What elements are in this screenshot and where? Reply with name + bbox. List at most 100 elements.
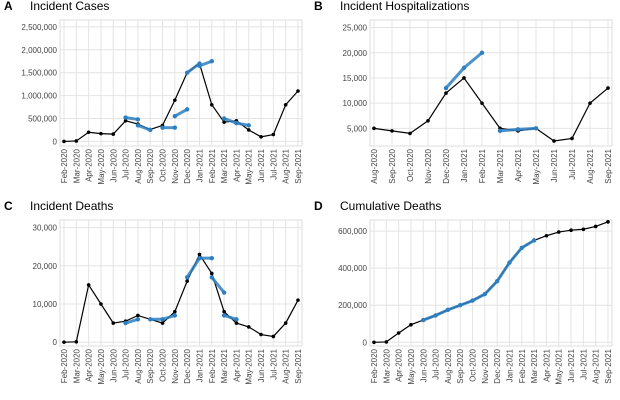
forecast-point [482,291,488,297]
x-tick-label: Oct-2020 [159,148,168,181]
x-tick-label: Mar-2020 [72,148,81,183]
x-tick-label: Apr-2020 [85,348,94,381]
forecast-point [470,298,475,303]
x-tick-label: Oct-2020 [469,348,478,381]
x-tick-label: Oct-2020 [159,348,168,381]
forecast-point [221,313,227,318]
observed-point [185,279,189,283]
x-tick-label: Apr-2021 [232,148,241,181]
observed-point [581,227,586,232]
observed-point [372,340,376,345]
forecast-point [172,125,178,130]
x-tick-label: Jun-2021 [550,148,559,182]
y-tick-label: 30,000 [33,224,58,233]
forecast-point [184,70,190,75]
y-tick-label: 2,000,000 [21,46,57,55]
observed-point [593,224,598,229]
forecast-point [197,63,202,69]
forecast-point [421,317,426,323]
y-tick-label: 15,000 [343,74,368,83]
y-tick-label: 25,000 [343,24,368,33]
observed-point [259,135,263,139]
forecast-line [210,276,226,294]
x-tick-label: Mar-2021 [530,348,539,383]
observed-point [197,252,202,257]
x-tick-label: Aug-2021 [282,348,291,383]
forecast-point [172,114,178,119]
y-tick-label: 500,000 [28,115,57,124]
observed-point [173,309,177,314]
x-tick-label: Jun-2021 [567,348,576,382]
observed-point [552,139,556,143]
y-tick-label: 10,000 [343,99,368,108]
observed-line [63,62,299,143]
panel: C Incident Deaths 0 10,000 20,000 30,000 Feb-2… [4,199,303,385]
forecast-point [533,126,539,131]
forecast-point [135,117,141,122]
x-tick-label: Dec-2020 [183,348,192,383]
x-tick-label: Jul-2020 [122,348,131,379]
forecast-point [184,275,190,280]
forecast-point [461,65,467,71]
x-tick-label: Nov-2020 [424,148,433,183]
y-tick-label: 20,000 [33,262,58,271]
observed-point [234,321,239,325]
observed-point [86,130,91,135]
x-tick-label: Aug-2020 [134,148,143,183]
forecast-point [184,107,190,112]
forecast-point [507,260,512,265]
observed-point [222,309,226,314]
forecast-point [433,313,438,318]
x-tick-label: Oct-2020 [406,148,415,181]
forecast-point [494,278,500,284]
x-tick-label: Aug-2021 [282,148,291,183]
observed-point [372,126,376,131]
x-tick-label: Aug-2020 [134,348,143,383]
observed-point [283,102,288,107]
forecast-point [445,307,451,313]
x-tick-label: Sep-2020 [146,148,155,183]
y-tick-label: 1,000,000 [21,92,57,101]
panel-label: D [314,199,323,213]
observed-point [246,128,251,132]
observed-point [246,325,251,329]
observed-point [408,131,412,136]
x-tick-label: Jul-2021 [579,348,588,379]
observed-point [544,233,549,238]
x-tick-label: Aug-2021 [586,148,595,183]
x-tick-label: Mar-2020 [72,348,81,383]
forecast-point [197,255,202,261]
x-tick-label: Dec-2020 [183,148,192,183]
forecast-point [246,123,251,128]
x-tick-label: Nov-2020 [171,148,180,183]
observed-point [99,131,103,136]
forecast-point [443,85,449,91]
observed-point [569,228,573,232]
observed-point [396,331,401,335]
observed-point [111,321,116,325]
observed-point [74,340,79,344]
x-tick-label: Sep-2020 [456,348,465,383]
observed-point [123,119,128,123]
y-tick-label: 600,000 [338,227,367,236]
x-tick-label: Jan-2021 [460,148,469,182]
observed-point [444,91,448,95]
forecast-point [123,320,128,326]
x-tick-label: May-2020 [97,348,106,384]
forecast-line [174,108,188,118]
observed-point [173,98,177,102]
observed-point [62,340,66,344]
observed-point [588,101,592,105]
panel: B Incident Hospitalizations 5,000 10,000 15,… [314,0,613,185]
forecast-point [458,303,463,308]
x-tick-label: Sep-2021 [294,148,303,183]
x-tick-label: May-2020 [407,348,416,384]
x-tick-label: May-2020 [97,148,106,184]
x-tick-label: Sep-2021 [604,348,613,383]
observed-point [99,302,103,306]
x-tick-label: Apr-2020 [395,348,404,381]
x-tick-label: Jul-2021 [269,148,278,179]
x-tick-label: Apr-2021 [514,148,523,181]
x-tick-label: May-2021 [532,148,541,184]
forecast-point [209,255,214,261]
